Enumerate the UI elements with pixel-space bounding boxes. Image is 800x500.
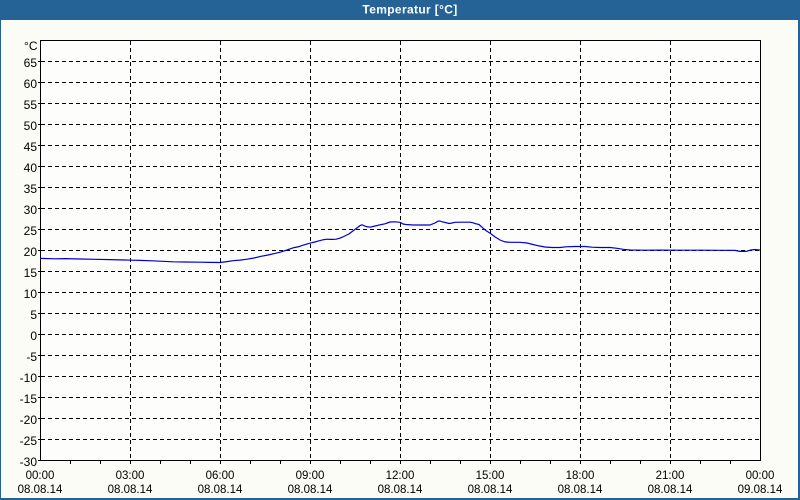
svg-text:55: 55	[24, 98, 38, 112]
svg-text:08.08.14: 08.08.14	[648, 484, 693, 496]
svg-text:25: 25	[24, 224, 38, 238]
svg-text:08.08.14: 08.08.14	[468, 484, 513, 496]
svg-text:15: 15	[24, 266, 38, 280]
svg-text:09:00: 09:00	[296, 470, 325, 482]
svg-text:40: 40	[24, 161, 38, 175]
svg-text:21:00: 21:00	[656, 470, 685, 482]
svg-text:45: 45	[24, 140, 38, 154]
svg-text:-5: -5	[26, 350, 37, 364]
svg-text:09.08.14: 09.08.14	[738, 484, 783, 496]
svg-text:00:00: 00:00	[746, 470, 775, 482]
svg-text:00:00: 00:00	[26, 470, 55, 482]
svg-text:18:00: 18:00	[566, 470, 595, 482]
svg-text:-30: -30	[20, 455, 38, 469]
svg-text:08.08.14: 08.08.14	[288, 484, 333, 496]
svg-text:50: 50	[24, 119, 38, 133]
svg-text:5: 5	[30, 308, 37, 322]
svg-text:08.08.14: 08.08.14	[198, 484, 243, 496]
svg-text:08.08.14: 08.08.14	[18, 484, 63, 496]
svg-text:12:00: 12:00	[386, 470, 415, 482]
svg-text:-25: -25	[20, 434, 38, 448]
svg-text:15:00: 15:00	[476, 470, 505, 482]
svg-text:-20: -20	[20, 413, 38, 427]
svg-text:30: 30	[24, 203, 38, 217]
svg-text:-15: -15	[20, 392, 38, 406]
svg-text:°C: °C	[24, 39, 38, 53]
svg-text:08.08.14: 08.08.14	[108, 484, 153, 496]
svg-text:-10: -10	[20, 371, 38, 385]
svg-text:10: 10	[24, 287, 38, 301]
svg-text:06:00: 06:00	[206, 470, 235, 482]
svg-text:0: 0	[30, 329, 37, 343]
svg-text:60: 60	[24, 77, 38, 91]
svg-text:03:00: 03:00	[116, 470, 145, 482]
svg-text:Temperatur [°C]: Temperatur [°C]	[362, 3, 457, 17]
svg-text:35: 35	[24, 182, 38, 196]
svg-text:20: 20	[24, 245, 38, 259]
svg-text:08.08.14: 08.08.14	[558, 484, 603, 496]
svg-text:65: 65	[24, 56, 38, 70]
svg-text:08.08.14: 08.08.14	[378, 484, 423, 496]
